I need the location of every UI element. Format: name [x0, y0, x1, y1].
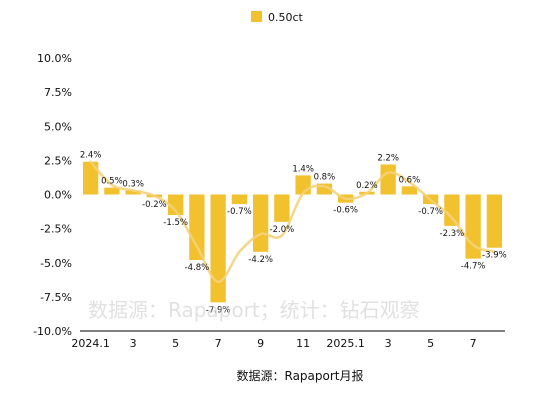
bar — [401, 186, 418, 195]
data-label: 1.4% — [292, 164, 314, 174]
data-label: 2.4% — [80, 151, 102, 161]
x-tick-label: 2024.1 — [71, 337, 110, 350]
x-tick-label: 3 — [130, 337, 137, 350]
y-tick-label: -5.0% — [40, 257, 72, 270]
bar — [210, 194, 226, 303]
x-axis: 2024.1 3 5 7 9 11 2025.1 3 5 7 — [71, 330, 505, 350]
y-tick-label: 5.0% — [44, 120, 72, 133]
data-label: 2.2% — [377, 153, 399, 163]
bar — [252, 194, 269, 252]
trend-line-group — [89, 160, 496, 284]
bar — [104, 187, 120, 195]
legend: 0.50ct — [251, 11, 304, 24]
x-tick-label: 7 — [215, 337, 222, 350]
data-label: 0.6% — [399, 175, 421, 185]
y-tick-label: -7.5% — [40, 291, 72, 304]
bar — [167, 194, 184, 215]
bar — [125, 190, 141, 195]
caption: 数据源：Rapaport月报 — [237, 368, 364, 383]
data-label: -3.9% — [482, 251, 507, 261]
x-tick-label: 2025.1 — [326, 337, 365, 350]
data-label: -4.8% — [185, 263, 210, 273]
x-tick-label: 3 — [385, 337, 392, 350]
trend-line — [89, 160, 496, 284]
bar — [274, 194, 290, 222]
data-label: 0.5% — [101, 177, 123, 187]
x-tick-label: 11 — [296, 337, 310, 350]
data-label: -7.9% — [206, 305, 231, 315]
y-tick-label: 2.5% — [44, 154, 72, 167]
legend-swatch — [251, 11, 262, 22]
bar — [380, 164, 396, 195]
data-label: -4.2% — [248, 255, 273, 265]
x-tick-label: 5 — [172, 337, 179, 350]
x-tick-label: 9 — [257, 337, 264, 350]
bar — [189, 194, 205, 261]
x-tick-label: 7 — [470, 337, 477, 350]
bar — [316, 183, 333, 195]
data-label: -0.2% — [142, 200, 167, 210]
bar — [486, 194, 503, 248]
data-label: -2.0% — [270, 225, 295, 235]
data-label: 0.8% — [314, 173, 336, 183]
x-tick-label: 5 — [427, 337, 434, 350]
y-tick-label: 7.5% — [44, 86, 72, 99]
data-label: -4.7% — [461, 262, 486, 272]
bar — [444, 194, 460, 226]
data-label: 0.3% — [122, 179, 144, 189]
y-tick-label: -10.0% — [33, 325, 72, 338]
legend-label: 0.50ct — [268, 11, 304, 24]
y-axis: 10.0% 7.5% 5.0% 2.5% 0.0% -2.5% -5.0% -7.5% -10.… — [33, 52, 72, 338]
data-labels: 2.4% 0.5% 0.3% -0.2% -1.5% -4.8% -7.9% -0.7% -4.… — [80, 151, 507, 316]
data-label: -0.7% — [418, 207, 443, 217]
data-label: -2.3% — [440, 229, 465, 239]
y-tick-label: 0.0% — [44, 189, 72, 202]
data-label: -0.6% — [333, 206, 358, 216]
data-label: -0.7% — [227, 207, 252, 217]
bar — [231, 194, 248, 205]
y-tick-label: 10.0% — [37, 52, 72, 65]
data-label: -1.5% — [163, 218, 188, 228]
watermark: 数据源：Rapaport；统计：钻石观察 — [88, 298, 420, 322]
bar — [82, 161, 99, 195]
data-label: 0.2% — [356, 181, 378, 191]
y-tick-label: -2.5% — [40, 223, 72, 236]
